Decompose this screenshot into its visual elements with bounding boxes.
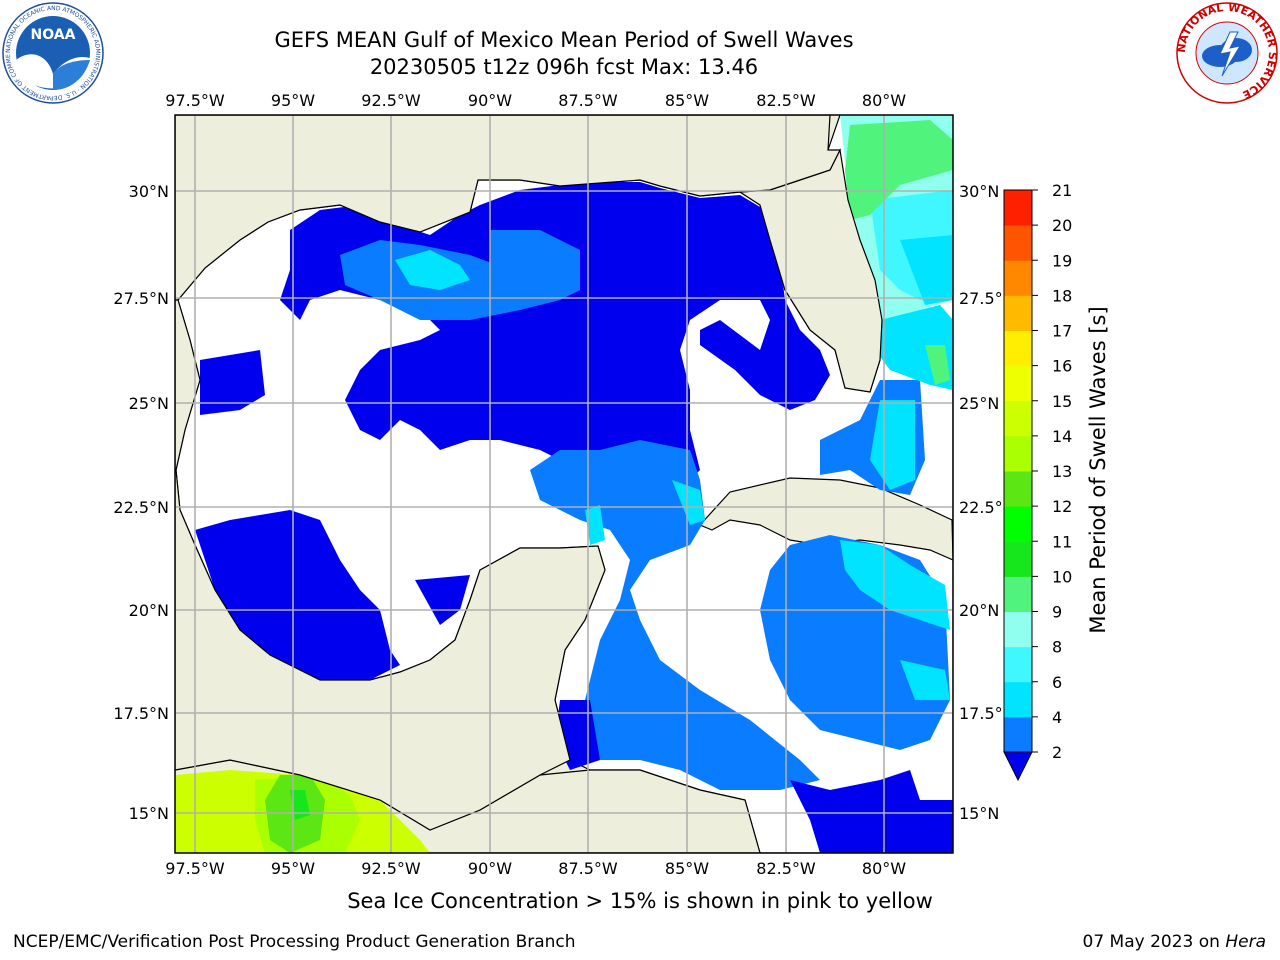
colorbar-tick-label: 17 [1052, 322, 1072, 341]
lon-labels-top: 97.5°W 95°W 92.5°W 90°W 87.5°W 85°W 82.5… [165, 91, 906, 110]
lat-labels-left: 30°N 27.5°N 25°N 22.5°N 20°N 17.5°N 15°N [113, 182, 169, 823]
swell-field [175, 115, 953, 853]
colorbar-segment [1004, 260, 1032, 296]
colorbar-segment [1004, 541, 1032, 577]
footer-date-text: 07 May 2023 on [1082, 932, 1220, 952]
lon-label: 95°W [271, 91, 315, 110]
map-frame [174, 114, 954, 854]
lon-label: 82.5°W [756, 859, 816, 878]
lon-label: 87.5°W [558, 859, 618, 878]
nws-logo: NATIONAL WEATHER SERVICE [1176, 2, 1278, 104]
graticule [175, 115, 953, 853]
lon-label: 82.5°W [756, 91, 816, 110]
colorbar-tick-label: 6 [1052, 673, 1062, 692]
colorbar-tick-label: 8 [1052, 638, 1062, 657]
footer-host: Hera [1225, 932, 1266, 952]
lon-label: 92.5°W [361, 859, 421, 878]
colorbar-tick-label: 11 [1052, 532, 1072, 551]
lat-label: 20°N [129, 601, 169, 620]
footer-credit: NCEP/EMC/Verification Post Processing Pr… [13, 932, 576, 952]
colorbar-segment [1004, 646, 1032, 683]
colorbar-tick-label: 16 [1052, 357, 1072, 376]
colorbar-tick-label: 12 [1052, 497, 1072, 516]
colorbar-tick-label: 13 [1052, 462, 1072, 481]
colorbar-extend [1003, 751, 1033, 782]
colorbar-segment [1004, 365, 1032, 402]
lat-label: 17.5°N [959, 704, 1015, 723]
noaa-logo: NATIONAL OCEANIC AND ATMOSPHERIC ADMINIS… [2, 2, 104, 104]
lat-label: 15°N [129, 804, 169, 823]
colorbar-tick-label: 14 [1052, 427, 1072, 446]
colorbar-segment [1004, 295, 1032, 331]
colorbar-tick-label: 19 [1052, 251, 1072, 270]
lon-label: 95°W [271, 859, 315, 878]
cuba [698, 477, 953, 561]
lon-label: 85°W [665, 859, 709, 878]
colorbar-segment [1004, 681, 1032, 718]
lon-label: 90°W [468, 91, 512, 110]
colorbar-segment [1004, 611, 1032, 648]
colorbar-segment [1004, 716, 1032, 753]
colorbar-segment [1004, 435, 1032, 472]
colorbar-tick-label: 9 [1052, 603, 1062, 622]
colorbar-tick-label: 21 [1052, 181, 1072, 200]
lat-label: 27.5°N [113, 289, 169, 308]
lat-label: 17.5°N [113, 704, 169, 723]
colorbar-tick-label: 18 [1052, 286, 1072, 305]
lat-labels-right: 30°N 27.5°N 25°N 22.5°N 20°N 17.5°N 15°N [959, 182, 1015, 823]
lon-label: 97.5°W [165, 91, 225, 110]
lat-label: 25°N [959, 394, 999, 413]
colorbar-tick-label: 4 [1052, 708, 1062, 727]
lat-label: 22.5°N [113, 498, 169, 517]
colorbar-segment [1004, 471, 1032, 507]
lon-label: 80°W [862, 91, 906, 110]
lon-label: 85°W [665, 91, 709, 110]
colorbar-segment [1004, 506, 1032, 542]
lat-label: 25°N [129, 394, 169, 413]
lat-label: 20°N [959, 601, 999, 620]
footer-date: 07 May 2023 on Hera [1083, 932, 1267, 952]
colorbar-segment [1004, 225, 1032, 261]
ice-note: Sea Ice Concentration > 15% is shown in … [347, 889, 933, 913]
colorbar-tick-label: 15 [1052, 392, 1072, 411]
chart-subtitle: 20230505 t12z 096h fcst Max: 13.46 [369, 55, 759, 79]
colorbar: 2 4 6 8 9 10 11 12 13 14 15 16 17 18 19 20 21 [1003, 181, 1072, 782]
svg-text:NOAA: NOAA [31, 27, 76, 43]
lat-label: 15°N [959, 804, 999, 823]
colorbar-segment [1004, 190, 1032, 226]
mexico-west [175, 299, 606, 831]
colorbar-tick-label: 10 [1052, 567, 1072, 586]
colorbar-segment [1004, 400, 1032, 437]
lat-label: 22.5°N [959, 498, 1015, 517]
lon-label: 80°W [862, 859, 906, 878]
colorbar-label: Mean Period of Swell Waves [s] [1086, 306, 1110, 633]
lat-label: 27.5°N [959, 289, 1015, 308]
colorbar-tick-label: 20 [1052, 216, 1072, 235]
lon-label: 87.5°W [558, 91, 618, 110]
lon-labels-bottom: 97.5°W 95°W 92.5°W 90°W 87.5°W 85°W 82.5… [165, 859, 906, 878]
chart-title: GEFS MEAN Gulf of Mexico Mean Period of … [274, 28, 854, 52]
lon-label: 90°W [468, 859, 512, 878]
lat-label: 30°N [959, 182, 999, 201]
colorbar-segment [1004, 576, 1032, 612]
lat-label: 30°N [129, 182, 169, 201]
colorbar-tick-label: 2 [1052, 743, 1062, 762]
colorbar-segment [1004, 330, 1032, 367]
lon-label: 92.5°W [361, 91, 421, 110]
lon-label: 97.5°W [165, 859, 225, 878]
north-coast [175, 115, 841, 301]
